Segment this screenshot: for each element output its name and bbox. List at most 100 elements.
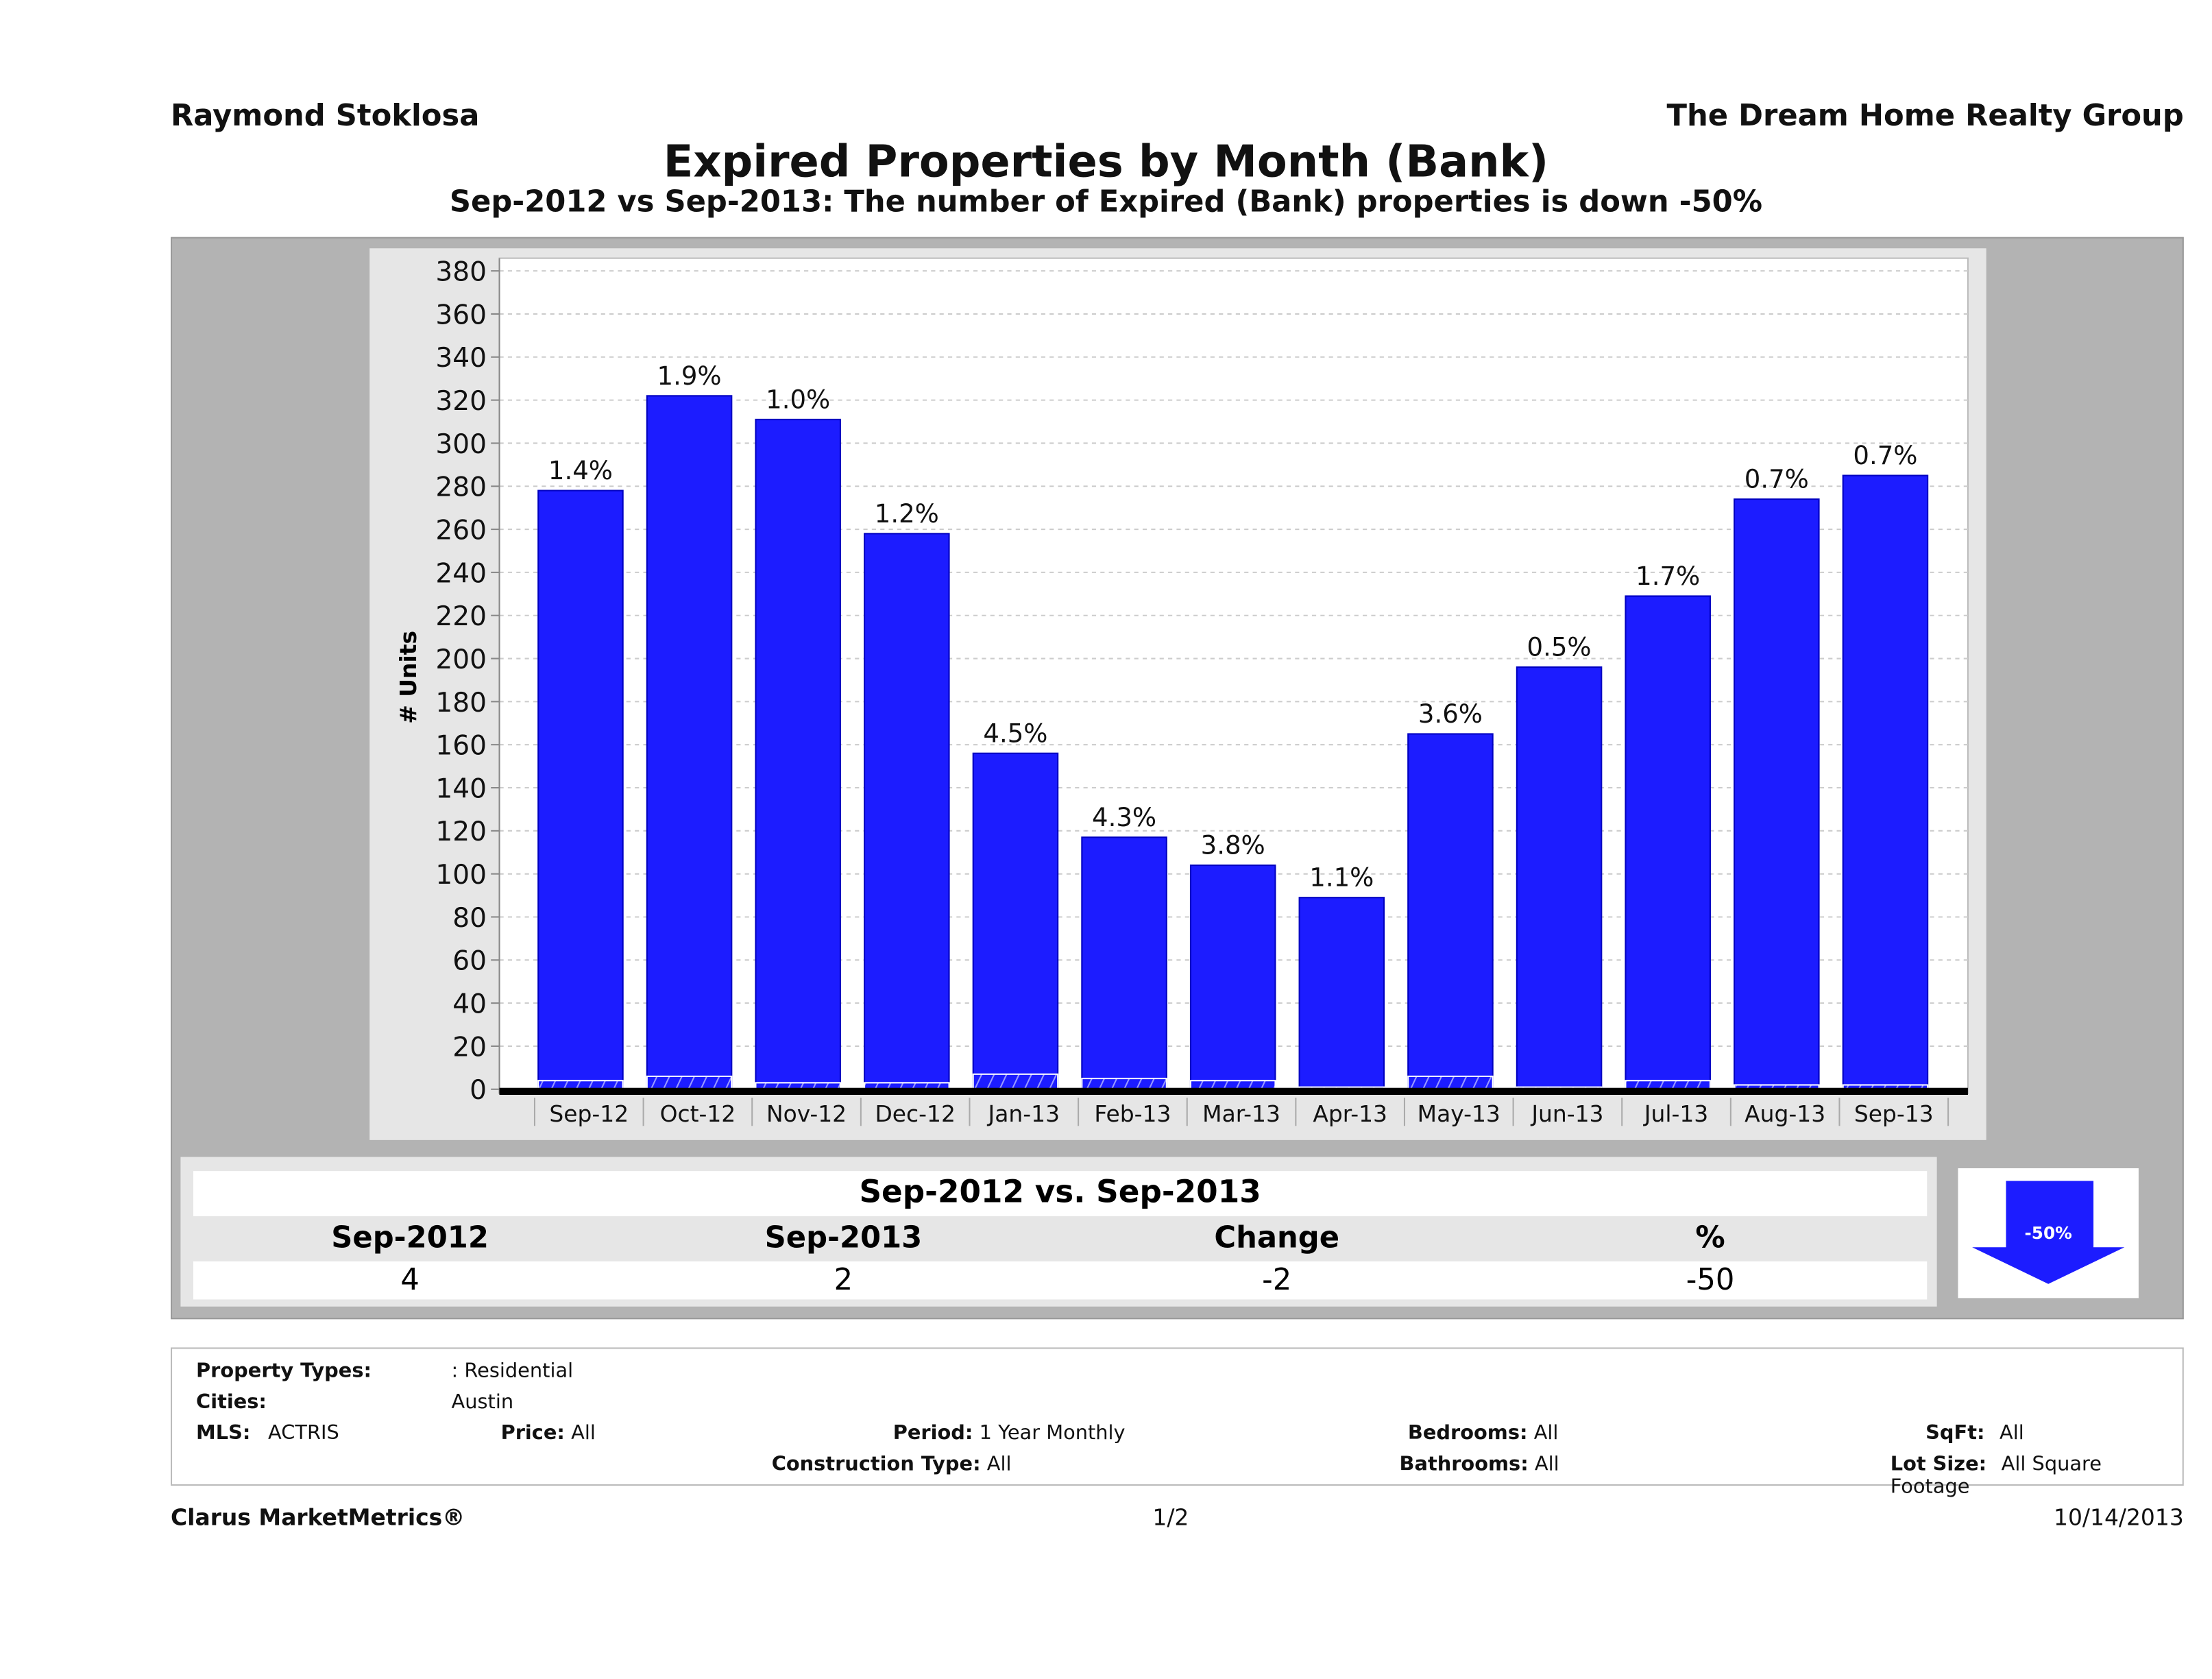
- y-tick-label: 20: [452, 1032, 487, 1063]
- filter-value: All: [2000, 1422, 2024, 1445]
- y-tick-label: 260: [435, 515, 487, 546]
- data-label: 4.5%: [983, 718, 1047, 748]
- bar-bank: [646, 1075, 733, 1090]
- x-tick-label: Sep-13: [1854, 1100, 1934, 1127]
- bar-total: [1298, 897, 1385, 1090]
- filter-label: Bedrooms:: [1407, 1422, 1528, 1445]
- bar-total: [1516, 666, 1603, 1090]
- filter-criteria: Property Types: : Residential Cities: Au…: [171, 1347, 2184, 1499]
- summary-title: Sep-2012 vs. Sep-2013: [859, 1175, 1261, 1211]
- data-label: 1.4%: [548, 456, 613, 485]
- data-label: 1.7%: [1636, 561, 1700, 591]
- summary-header: Sep-2013: [764, 1220, 923, 1255]
- data-label: 0.5%: [1527, 633, 1592, 662]
- bar-total: [646, 395, 733, 1090]
- filter-value: All: [571, 1422, 596, 1445]
- x-tick-label: Jul-13: [1643, 1100, 1708, 1127]
- y-tick-label: 60: [452, 946, 487, 977]
- report-date: 10/14/2013: [2053, 1503, 2184, 1531]
- x-tick-label: Jun-13: [1530, 1100, 1603, 1127]
- filter-label: Property Types:: [196, 1360, 372, 1383]
- data-label: 1.0%: [766, 385, 830, 414]
- x-tick-label: May-13: [1418, 1100, 1500, 1127]
- filter-label: SqFt:: [1925, 1422, 1985, 1445]
- bar-bank: [1081, 1078, 1167, 1090]
- summary-value: 4: [400, 1262, 420, 1297]
- y-axis-label: # Units: [395, 631, 422, 724]
- x-tick-label: Jan-13: [987, 1100, 1060, 1127]
- filter-value: All: [1533, 1422, 1559, 1445]
- filter-value: All: [986, 1453, 1012, 1476]
- y-tick-label: 140: [435, 773, 487, 804]
- y-tick-label: 380: [435, 257, 487, 288]
- summary-header: Change: [1214, 1220, 1340, 1255]
- filter-label: MLS:: [196, 1422, 251, 1445]
- summary-header: %: [1695, 1220, 1725, 1255]
- data-label: 3.8%: [1201, 831, 1265, 860]
- summary-value: -50: [1686, 1262, 1735, 1297]
- chart-subtitle: Sep-2012 vs Sep-2013: The number of Expi…: [449, 184, 1763, 219]
- data-label: 4.3%: [1092, 803, 1156, 832]
- y-tick-label: 360: [435, 300, 487, 330]
- change-badge: -50%: [1958, 1168, 2139, 1298]
- filter-label: Cities:: [196, 1391, 267, 1414]
- y-tick-label: 320: [435, 386, 487, 417]
- y-tick-label: 300: [435, 429, 487, 460]
- y-tick-label: 280: [435, 472, 487, 503]
- x-tick-label: Aug-13: [1745, 1100, 1825, 1127]
- agent-name: Raymond Stoklosa: [171, 99, 480, 133]
- x-tick-label: Oct-12: [660, 1100, 736, 1127]
- bar-total: [1625, 595, 1711, 1090]
- chart-title: Expired Properties by Month (Bank): [663, 136, 1549, 188]
- filter-label: Construction Type:: [771, 1453, 981, 1476]
- bar-total: [1407, 733, 1494, 1090]
- bar-total: [1189, 865, 1276, 1090]
- y-tick-label: 100: [435, 860, 487, 891]
- y-tick-label: 340: [435, 343, 487, 374]
- filter-value: All Square Footage: [1890, 1453, 2102, 1499]
- bar-bank: [972, 1073, 1059, 1090]
- bar-total: [1081, 836, 1167, 1090]
- filter-label: Bathrooms:: [1399, 1453, 1529, 1476]
- filter-value: ACTRIS: [268, 1422, 339, 1445]
- y-tick-label: 180: [435, 688, 487, 718]
- summary-value: 2: [834, 1262, 853, 1297]
- data-label: 1.9%: [657, 361, 722, 391]
- data-label: 0.7%: [1853, 441, 1917, 470]
- x-tick-label: Apr-13: [1313, 1100, 1387, 1127]
- summary-header: Sep-2012: [331, 1220, 489, 1255]
- filter-label: Lot Size:: [1890, 1453, 1987, 1476]
- data-label: 3.6%: [1418, 699, 1483, 729]
- y-tick-label: 160: [435, 731, 487, 762]
- y-tick-label: 0: [470, 1075, 487, 1106]
- y-tick-label: 40: [452, 989, 487, 1020]
- y-tick-label: 240: [435, 558, 487, 589]
- company-name: The Dream Home Realty Group: [1666, 99, 2184, 133]
- filter-label: Period:: [892, 1422, 973, 1445]
- footer-brand: Clarus MarketMetrics®: [171, 1503, 465, 1531]
- filter-value: : Residential: [451, 1360, 574, 1383]
- bar-chart: 0 20 40 60 80 100 120 140 160 180 200 220 240 260 280 3…: [395, 257, 1969, 1127]
- x-tick-label: Feb-13: [1094, 1100, 1171, 1127]
- x-axis: [499, 1087, 1968, 1096]
- page-number: 1/2: [1152, 1503, 1189, 1531]
- filter-value: 1 Year Monthly: [979, 1422, 1126, 1445]
- badge-text: -50%: [2025, 1223, 2072, 1243]
- bar-total: [1734, 498, 1820, 1090]
- y-tick-label: 200: [435, 644, 487, 675]
- y-tick-label: 80: [452, 903, 487, 934]
- y-tick-label: 120: [435, 817, 487, 847]
- bar-bank: [1407, 1075, 1494, 1090]
- summary-table: Sep-2012 vs. Sep-2013 Sep-2012 Sep-2013 …: [180, 1157, 1937, 1307]
- data-label: 1.2%: [875, 499, 939, 529]
- filter-value: All: [1534, 1453, 1559, 1476]
- x-tick-label: Dec-12: [875, 1100, 955, 1127]
- filter-value: Austin: [451, 1391, 514, 1414]
- bar-total: [1842, 474, 1929, 1090]
- data-label: 0.7%: [1745, 465, 1809, 494]
- x-tick-label: Mar-13: [1202, 1100, 1280, 1127]
- down-arrow-icon: -50%: [1972, 1181, 2125, 1284]
- data-label: 1.1%: [1309, 863, 1374, 893]
- bar-total: [864, 533, 950, 1090]
- x-tick-label: Sep-12: [549, 1100, 629, 1127]
